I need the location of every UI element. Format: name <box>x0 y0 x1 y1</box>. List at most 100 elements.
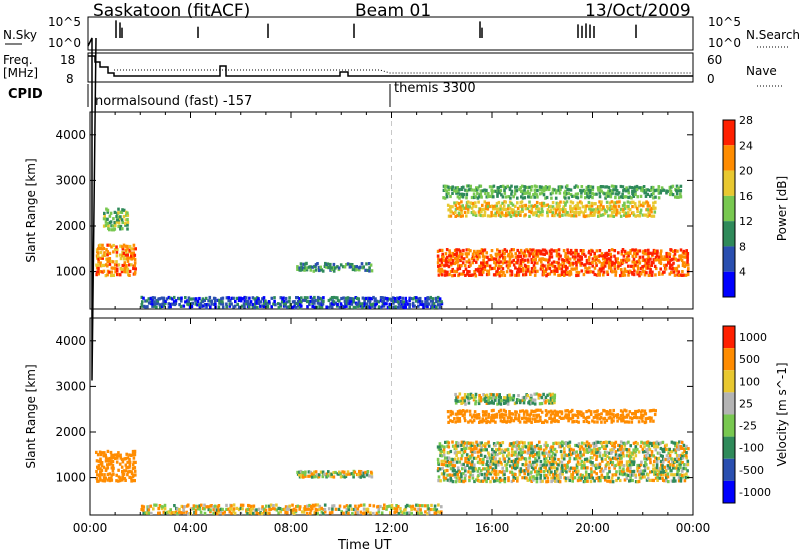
scatter-cell <box>112 466 115 470</box>
scatter-cell <box>605 194 608 199</box>
scatter-cell <box>539 447 543 451</box>
scatter-cell <box>581 251 584 255</box>
scatter-cell <box>539 473 543 477</box>
scatter-cell <box>594 443 598 447</box>
scatter-cell <box>672 249 675 253</box>
scatter-cell <box>545 195 549 200</box>
scatter-cell <box>367 296 370 300</box>
scatter-cell <box>625 441 629 445</box>
scatter-cell <box>522 269 525 273</box>
scatter-cell <box>447 415 450 419</box>
scatter-cell <box>321 302 325 306</box>
scatter-cell <box>485 188 488 192</box>
scatter-cell <box>528 417 531 421</box>
scatter-cell <box>270 305 273 309</box>
scatter-cell <box>106 269 110 273</box>
scatter-cell <box>436 457 440 461</box>
scatter-cell <box>622 467 625 471</box>
scatter-cell <box>472 419 476 423</box>
scatter-cell <box>652 261 655 265</box>
scatter-cell <box>460 409 463 413</box>
scatter-cell <box>305 300 309 304</box>
scatter-cell <box>618 462 621 466</box>
colorbar-segment <box>723 414 735 437</box>
scatter-cell <box>244 296 248 300</box>
scatter-cell <box>478 448 482 452</box>
scatter-cell <box>593 251 596 255</box>
scatter-cell <box>337 507 341 511</box>
scatter-cell <box>543 269 546 273</box>
scatter-cell <box>395 510 399 514</box>
scatter-cell <box>321 473 325 477</box>
scatter-cell <box>639 272 643 276</box>
scatter-cell <box>637 204 641 208</box>
scatter-cell <box>491 451 495 455</box>
scatter-cell <box>621 451 625 455</box>
scatter-cell <box>187 512 190 516</box>
scatter-cell <box>598 249 602 253</box>
scatter-cell <box>670 263 674 267</box>
scatter-cell <box>614 450 618 454</box>
scatter-cell <box>475 446 478 451</box>
scatter-cell <box>587 258 591 262</box>
scatter-cell <box>447 191 450 195</box>
scatter-cell <box>528 252 532 256</box>
scatter-cell <box>479 189 483 193</box>
scatter-cell <box>575 413 578 417</box>
scatter-cell <box>198 504 201 508</box>
scatter-cell <box>480 210 483 214</box>
scatter-cell <box>479 469 483 473</box>
scatter-cell <box>444 440 447 444</box>
scatter-cell <box>225 507 228 511</box>
scatter-cell <box>294 508 298 512</box>
scatter-cell <box>636 270 639 274</box>
scatter-cell <box>583 457 587 461</box>
scatter-cell <box>183 505 186 509</box>
scatter-cell <box>344 302 347 306</box>
scatter-cell <box>477 401 481 406</box>
scatter-cell <box>126 466 129 470</box>
scatter-cell <box>664 469 668 473</box>
scatter-cell <box>132 247 136 251</box>
scatter-cell <box>118 479 122 483</box>
scatter-cell <box>332 295 336 300</box>
scatter-cell <box>422 305 425 309</box>
scatter-cell <box>466 204 470 208</box>
scatter-cell <box>602 266 605 270</box>
scatter-cell <box>598 465 601 469</box>
scatter-cell <box>677 188 681 193</box>
scatter-cell <box>111 224 115 228</box>
scatter-cell <box>641 409 644 413</box>
scatter-cell <box>300 510 304 514</box>
scatter-cell <box>171 302 174 306</box>
scatter-cell <box>611 447 614 452</box>
scatter-cell <box>659 249 663 253</box>
scatter-cell <box>461 409 465 413</box>
scatter-cell <box>603 476 607 480</box>
scatter-cell <box>629 463 632 467</box>
scatter-cell <box>492 408 495 412</box>
scatter-cell <box>677 444 681 448</box>
scatter-cell <box>120 270 124 274</box>
scatter-cell <box>483 210 487 214</box>
scatter-cell <box>469 456 472 460</box>
scatter-cell <box>280 507 284 512</box>
scatter-cell <box>468 205 471 209</box>
scatter-cell <box>647 252 650 256</box>
scatter-cell <box>482 249 485 253</box>
scatter-cell <box>457 441 460 445</box>
scatter-cell <box>576 258 580 262</box>
scatter-cell <box>479 269 483 274</box>
scatter-cell <box>613 249 617 253</box>
scatter-cell <box>658 272 661 276</box>
scatter-cell <box>510 260 514 264</box>
scatter-cell <box>633 202 637 206</box>
scatter-cell <box>493 207 497 211</box>
scatter-cell <box>545 251 548 255</box>
scatter-cell <box>628 214 631 218</box>
scatter-cell <box>126 227 129 231</box>
scatter-cell <box>551 191 554 195</box>
scatter-cell <box>683 255 687 259</box>
scatter-cell <box>474 274 478 278</box>
scatter-cell <box>393 510 396 514</box>
